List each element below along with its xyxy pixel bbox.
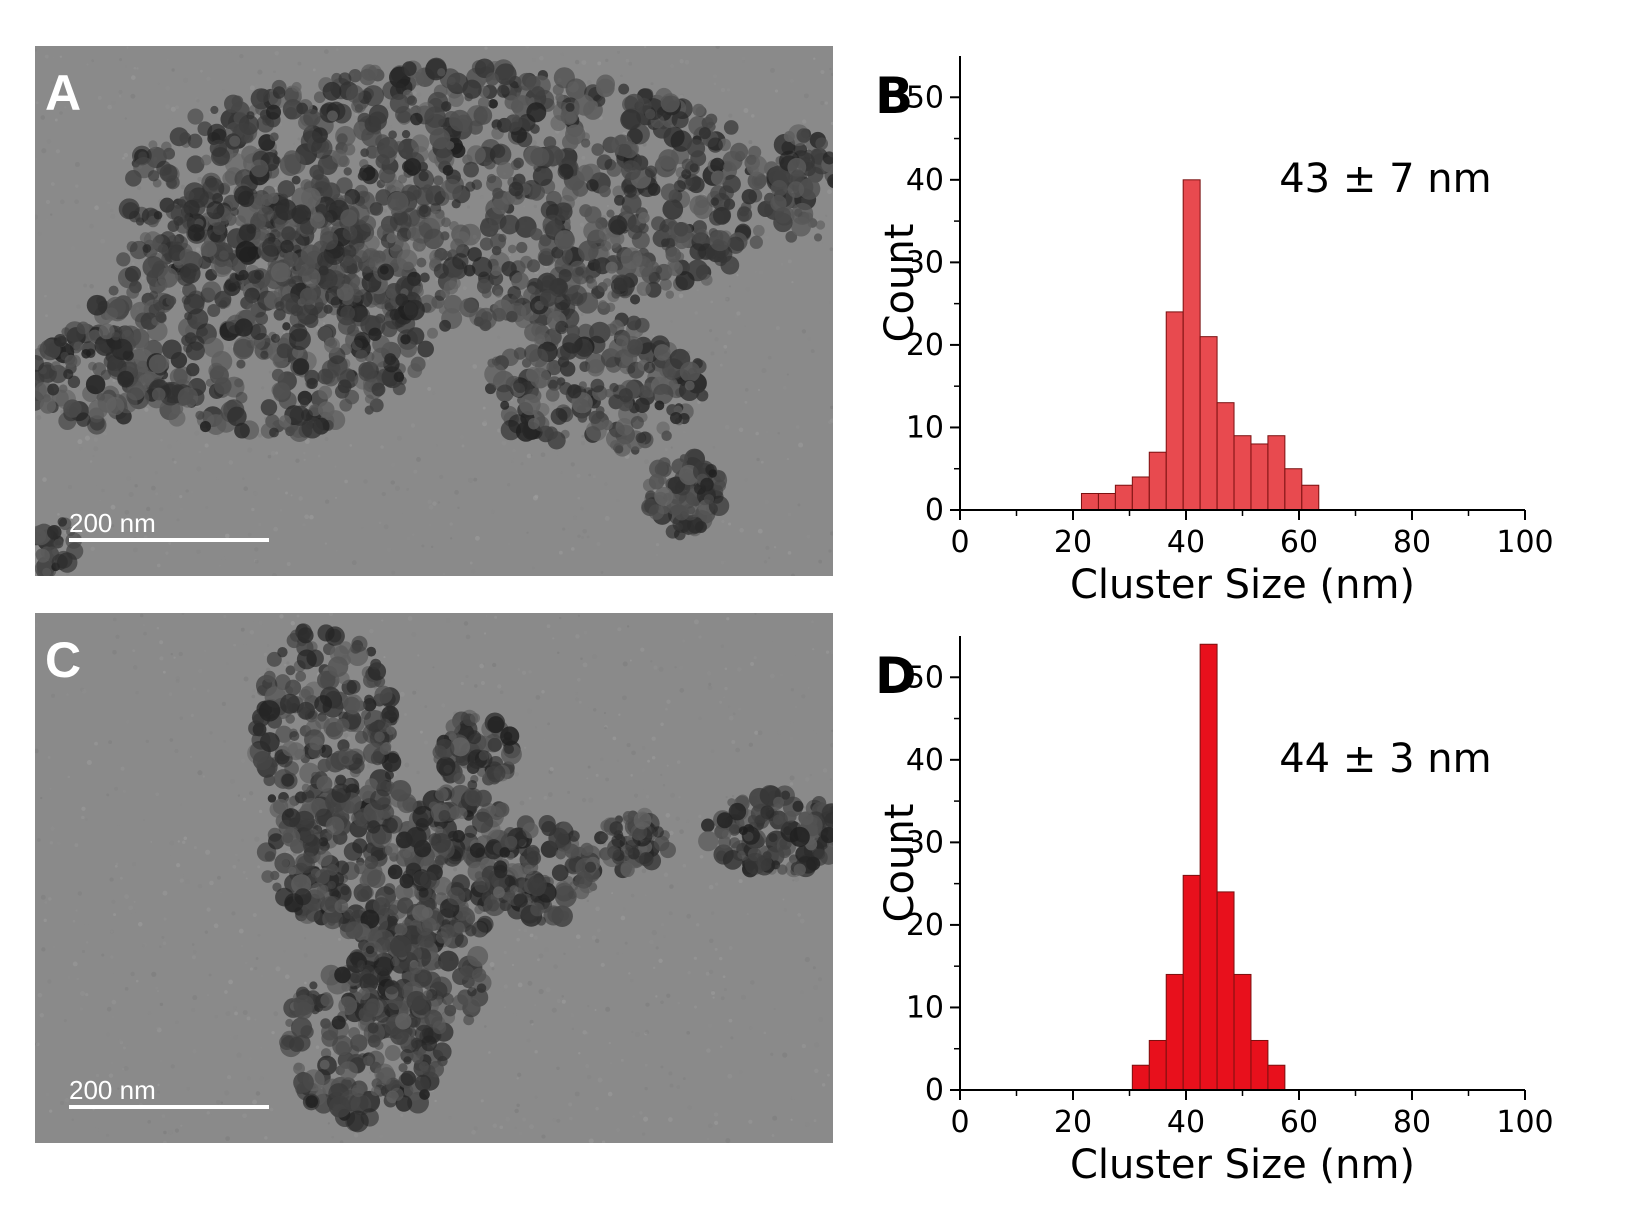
y-tick-label: 10 — [906, 410, 944, 445]
y-tick-label: 40 — [906, 163, 944, 198]
histogram-bar — [1131, 476, 1150, 511]
scale-bar-a — [69, 538, 269, 542]
y-axis-label: Count — [877, 224, 923, 343]
y-tick-label: 30 — [906, 825, 944, 860]
nanoparticle-clusters-a — [35, 46, 833, 576]
y-tick-label: 10 — [906, 990, 944, 1025]
mean-size-annotation: 43 ± 7 nm — [1279, 156, 1491, 202]
x-tick-label: 100 — [1496, 525, 1553, 560]
scale-bar-c — [69, 1105, 269, 1109]
panel-label-b: B — [875, 67, 913, 125]
histogram-bar — [1182, 179, 1201, 511]
y-tick-label: 20 — [906, 328, 944, 363]
histogram-bar — [1148, 1039, 1167, 1091]
histogram-bar — [1114, 484, 1133, 511]
y-tick-label: 30 — [906, 245, 944, 280]
histogram-bar — [1250, 443, 1269, 511]
histogram-d: D 0 20 40 60 80 100 0 10 20 30 40 50 Cluster Size (nm… — [875, 636, 1554, 1188]
x-tick-label: 20 — [1054, 525, 1092, 560]
x-axis-label: Cluster Size (nm) — [1070, 562, 1415, 608]
x-tick-label: 40 — [1167, 1105, 1205, 1140]
histogram-bar — [1199, 336, 1218, 511]
histogram-bar — [1250, 1039, 1269, 1091]
panel-label-a: A — [45, 65, 82, 121]
nanoparticle-clusters-c — [35, 613, 833, 1143]
x-tick-label: 0 — [950, 525, 969, 560]
tem-image-a: A 200 nm — [35, 46, 833, 576]
y-tick-label: 50 — [906, 80, 944, 115]
histogram-bar — [1216, 402, 1235, 511]
x-axis-label: Cluster Size (nm) — [1070, 1142, 1415, 1188]
histogram-bar — [1199, 643, 1218, 1091]
y-tick-label: 0 — [925, 493, 944, 528]
histogram-bar — [1097, 492, 1116, 511]
scale-bar-label-a: 200 nm — [69, 508, 156, 538]
histogram-bar — [1080, 492, 1099, 511]
histogram-b: B 0 20 40 60 80 100 0 10 20 30 40 50 Cluster Size (nm… — [875, 56, 1554, 608]
y-tick-label: 40 — [906, 743, 944, 778]
panel-label-c: C — [45, 632, 82, 688]
x-tick-label: 20 — [1054, 1105, 1092, 1140]
histogram-bar — [1301, 484, 1320, 511]
x-tick-label: 40 — [1167, 525, 1205, 560]
x-tick-label: 60 — [1280, 525, 1318, 560]
histogram-bar — [1131, 1064, 1150, 1091]
y-tick-label: 20 — [906, 908, 944, 943]
mean-size-annotation: 44 ± 3 nm — [1279, 736, 1491, 782]
y-tick-label: 50 — [906, 660, 944, 695]
y-axis-label: Count — [877, 804, 923, 923]
histogram-bar — [1165, 973, 1184, 1091]
histogram-bar — [1216, 891, 1235, 1091]
histogram-bar — [1267, 435, 1286, 511]
histogram-bar — [1233, 435, 1252, 511]
x-tick-label: 0 — [950, 1105, 969, 1140]
panel-label-d: D — [875, 647, 917, 705]
histogram-bar — [1233, 973, 1252, 1091]
x-tick-label: 80 — [1393, 525, 1431, 560]
histogram-bar — [1182, 874, 1201, 1091]
y-tick-label: 0 — [925, 1073, 944, 1108]
histogram-bar — [1267, 1064, 1286, 1091]
histogram-bar — [1165, 311, 1184, 511]
tem-image-c: C 200 nm — [35, 613, 833, 1143]
x-tick-label: 80 — [1393, 1105, 1431, 1140]
x-tick-label: 60 — [1280, 1105, 1318, 1140]
histogram-bar — [1148, 451, 1167, 511]
x-tick-label: 100 — [1496, 1105, 1553, 1140]
histogram-bar — [1284, 468, 1303, 511]
scale-bar-label-c: 200 nm — [69, 1075, 156, 1105]
